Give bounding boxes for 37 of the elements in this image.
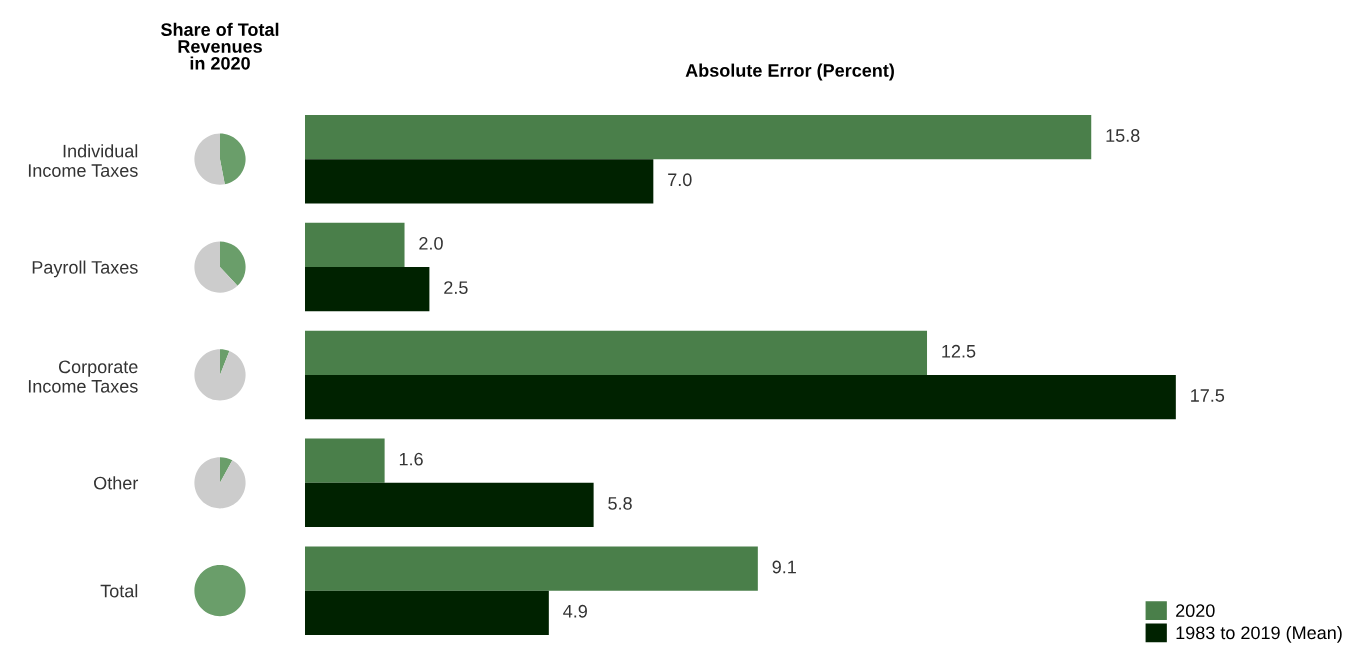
y-tick-label: Payroll Taxes (32, 260, 138, 278)
bar (305, 482, 594, 528)
legend-label: 2020 (1176, 604, 1215, 618)
data-label: 4.9 (563, 604, 587, 618)
pie-slice (220, 349, 230, 375)
bar (305, 267, 430, 312)
pie-slice (194, 349, 246, 401)
bar (305, 159, 654, 204)
bar (305, 374, 1176, 420)
bar (305, 438, 385, 483)
data-label: 1.6 (399, 452, 423, 466)
pie-slice (194, 241, 238, 293)
chart-title: Absolute Error (Percent) (685, 63, 894, 81)
y-tick-label: Individual Income Taxes (28, 144, 138, 177)
pie-slice (194, 133, 225, 185)
pie-slice (220, 241, 246, 286)
bar (305, 330, 928, 375)
pie-slice (220, 133, 246, 185)
data-label: 9.1 (772, 560, 796, 574)
data-label: 17.5 (1191, 389, 1225, 402)
data-label: 12.5 (942, 344, 976, 358)
data-label: 2.5 (444, 281, 468, 295)
pie-slice (220, 457, 233, 483)
y-tick-label: Other (94, 476, 139, 490)
bar (305, 590, 549, 635)
bar (305, 222, 405, 268)
y-tick-label: Corporate Income Taxes (28, 360, 138, 393)
bar (305, 114, 1092, 160)
pie-slice (194, 457, 246, 509)
legend-label: 1983 to 2019 (Mean) (1176, 625, 1342, 643)
data-label: 2.0 (419, 236, 443, 250)
data-label: 5.8 (608, 496, 632, 510)
chart-title: Share of Total Revenues in 2020 (161, 22, 279, 70)
data-label: 7.0 (668, 173, 692, 187)
bar (305, 546, 758, 591)
y-tick-label: Total (100, 584, 138, 598)
data-label: 15.8 (1106, 129, 1140, 142)
